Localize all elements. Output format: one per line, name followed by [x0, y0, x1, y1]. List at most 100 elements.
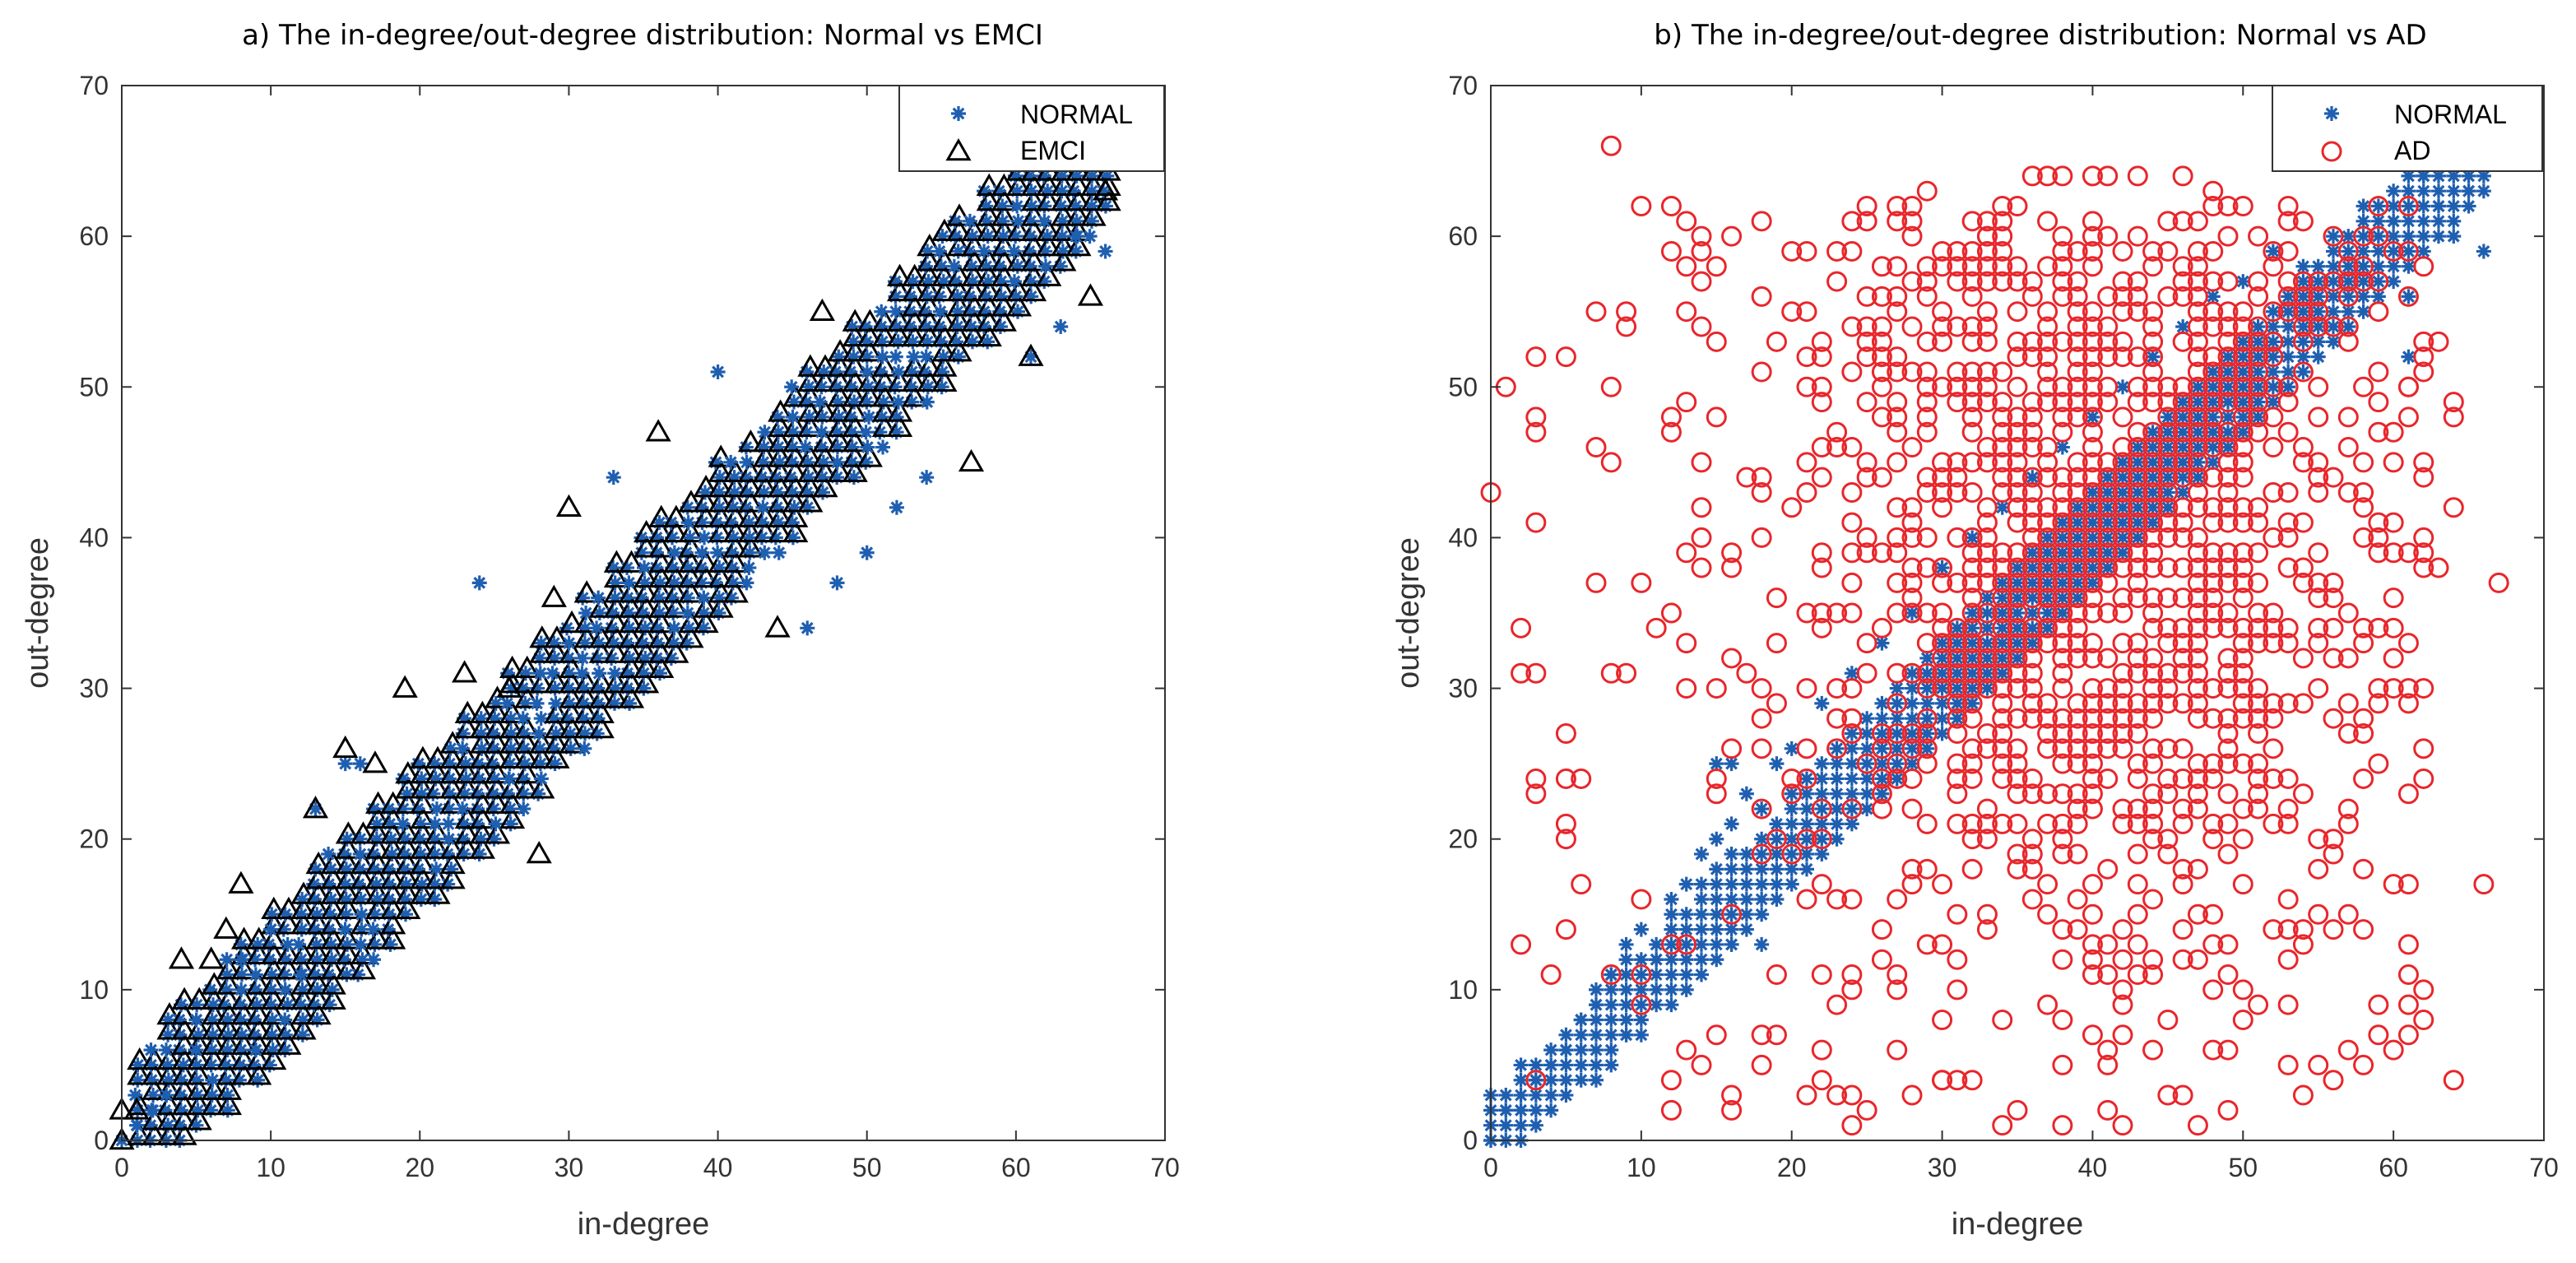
- ad-point: [2007, 633, 2028, 654]
- normal-point-shape: [1664, 952, 1679, 968]
- normal-point: [1023, 229, 1038, 244]
- normal-point: [129, 1117, 145, 1133]
- normal-point: [160, 1027, 176, 1042]
- ad-point: [2157, 617, 2179, 638]
- normal-point: [1724, 847, 1739, 862]
- normal-point-shape: [1037, 198, 1052, 214]
- normal-point: [739, 454, 754, 470]
- normal-point: [352, 756, 368, 772]
- normal-point: [962, 213, 977, 229]
- emci-point: [976, 218, 1002, 241]
- ad-point: [1887, 256, 1908, 277]
- ad-point: [1932, 874, 1953, 895]
- emci-point: [856, 444, 883, 467]
- normal-point: [2386, 213, 2402, 229]
- ad-point: [2277, 617, 2299, 638]
- normal-point: [1513, 1088, 1529, 1103]
- normal-point-shape: [1664, 936, 1679, 952]
- normal-point-shape: [1664, 997, 1679, 1013]
- ad-point: [1766, 1024, 1787, 1046]
- normal-point-shape: [457, 711, 472, 727]
- emci-point: [499, 715, 526, 739]
- emci-point: [454, 700, 480, 723]
- normal-point: [1769, 847, 1785, 862]
- normal-point: [233, 1012, 248, 1028]
- normal-point: [2130, 499, 2146, 515]
- normal-point-shape: [470, 816, 485, 832]
- normal-point-shape: [1095, 183, 1111, 199]
- ad-point: [1961, 693, 1983, 714]
- ad-point: [2413, 346, 2434, 368]
- normal-point-shape: [365, 922, 381, 937]
- normal-point-shape: [234, 1027, 249, 1042]
- normal-point: [501, 771, 517, 787]
- emci-point: [768, 414, 794, 437]
- normal-point-shape: [2205, 394, 2221, 410]
- normal-point: [708, 454, 723, 470]
- emci-point: [1065, 173, 1092, 196]
- normal-point: [2100, 515, 2115, 531]
- normal-point: [800, 620, 815, 636]
- normal-point-shape: [2025, 590, 2040, 606]
- normal-point-shape: [383, 936, 398, 952]
- normal-point: [1905, 741, 1919, 756]
- emci-point: [678, 580, 704, 603]
- ad-point: [1947, 617, 1968, 638]
- normal-point-shape: [1023, 274, 1038, 290]
- ad-point: [1525, 406, 1547, 428]
- y-tick-label: 30: [79, 674, 109, 703]
- ad-point: [2383, 542, 2404, 564]
- normal-point-shape: [1965, 666, 1980, 681]
- ad-point: [1976, 723, 1998, 745]
- ad-point: [1932, 452, 1953, 473]
- ad-point: [2112, 602, 2133, 624]
- normal-point-shape: [1633, 1012, 1649, 1028]
- ad-point: [1751, 1054, 1772, 1075]
- normal-point-shape: [515, 771, 531, 787]
- normal-point: [2281, 304, 2296, 319]
- ad-point: [2232, 316, 2253, 337]
- normal-point: [2476, 244, 2491, 259]
- normal-point-shape: [637, 575, 652, 591]
- normal-point-shape: [204, 1088, 220, 1103]
- ad-point: [1781, 843, 1803, 865]
- normal-point-shape: [396, 861, 411, 877]
- normal-point-shape: [337, 876, 353, 892]
- emci-point: [1051, 203, 1077, 226]
- normal-point-shape: [309, 952, 325, 968]
- normal-point: [2265, 334, 2281, 350]
- normal-point-shape: [2431, 213, 2446, 229]
- ad-point: [2413, 527, 2434, 548]
- ad-point: [1781, 768, 1803, 789]
- ad-point: [2172, 467, 2193, 488]
- normal-point-shape: [411, 861, 426, 877]
- ad-point: [2187, 602, 2208, 624]
- ad-point: [2187, 903, 2208, 925]
- ad-point: [2248, 421, 2269, 443]
- normal-point: [649, 620, 665, 636]
- ad-point: [2217, 361, 2239, 383]
- normal-point: [1528, 1103, 1543, 1118]
- normal-point: [175, 1057, 191, 1073]
- normal-point-shape: [2070, 590, 2086, 606]
- ad-point: [2112, 240, 2133, 262]
- emci-point: [871, 414, 898, 437]
- ad-point: [2157, 512, 2179, 533]
- normal-point: [188, 1012, 204, 1028]
- ad-point: [1961, 527, 1983, 548]
- normal-point: [1874, 635, 1890, 651]
- ad-point: [2172, 949, 2193, 970]
- normal-point-shape: [202, 982, 218, 997]
- normal-point-shape: [488, 695, 504, 711]
- normal-point-shape: [1965, 635, 1980, 651]
- normal-point-shape: [2370, 258, 2386, 274]
- normal-point: [756, 439, 772, 455]
- ad-point: [1676, 1039, 1697, 1061]
- ad-point: [1916, 602, 1938, 624]
- normal-point-shape: [321, 847, 337, 862]
- ad-point: [1887, 979, 1908, 1001]
- x-tick-label: 0: [114, 1153, 129, 1182]
- ad-point: [2263, 693, 2284, 714]
- normal-point-shape: [1814, 801, 1830, 817]
- ad-point: [1887, 421, 1908, 443]
